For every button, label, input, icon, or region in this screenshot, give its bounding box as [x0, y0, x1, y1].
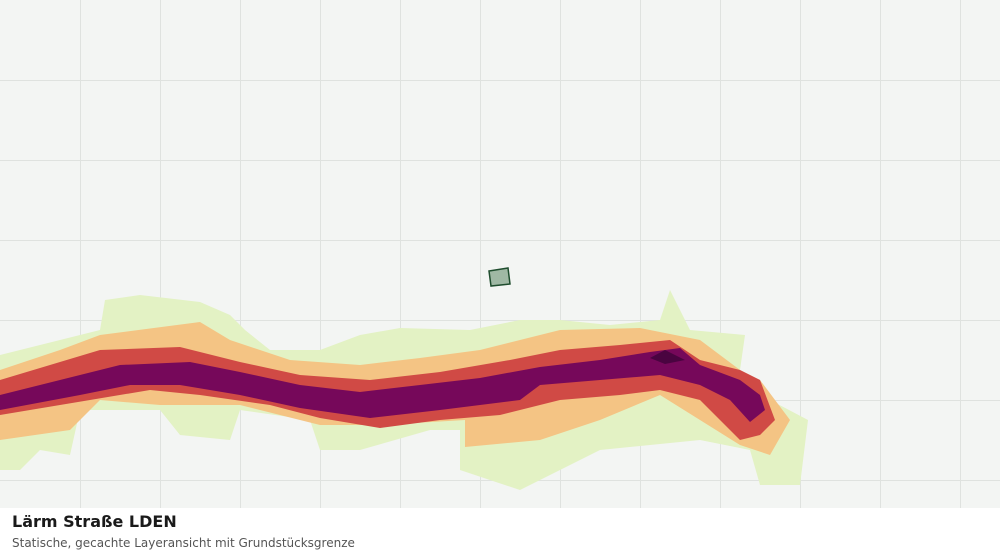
- noise-band-extreme: [650, 350, 685, 364]
- parcel-boundary: [488, 267, 511, 287]
- footer: Lärm Straße LDEN Statische, gecachte Lay…: [12, 512, 355, 550]
- subtitle: Statische, gecachte Layeransicht mit Gru…: [12, 536, 355, 550]
- title: Lärm Straße LDEN: [12, 512, 177, 531]
- map: [0, 0, 1000, 508]
- noise-band-very-high: [0, 348, 765, 422]
